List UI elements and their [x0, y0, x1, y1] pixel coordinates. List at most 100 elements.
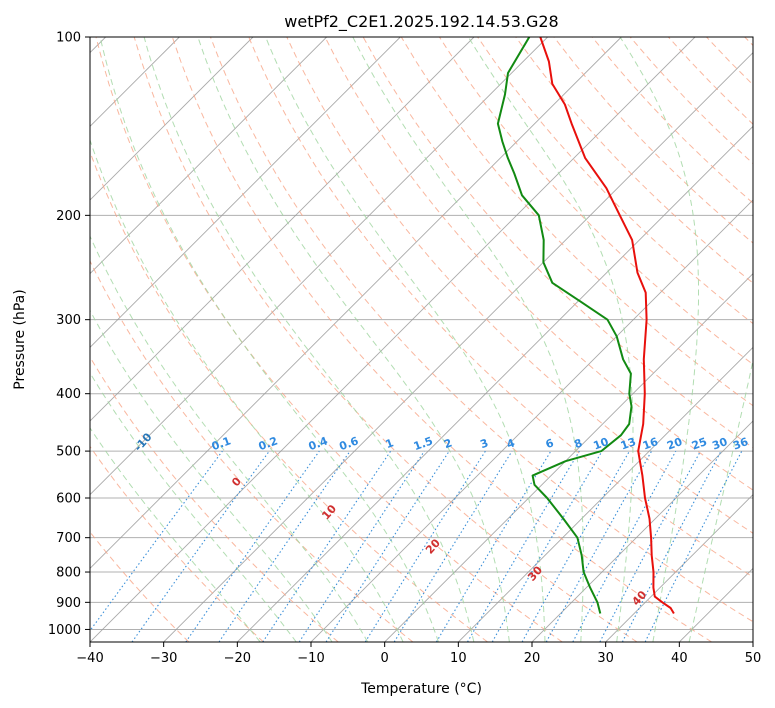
x-tick-label: 0 [381, 651, 389, 666]
dry-adiabat-line [90, 356, 339, 642]
moist-adiabat-line [99, 37, 439, 642]
y-tick-label: 800 [56, 566, 81, 581]
temperature-profile-line [539, 37, 675, 615]
isotherm-line [752, 641, 753, 642]
dry-adiabat-label: 10 [319, 502, 339, 522]
mixing-ratio-label: 1 [384, 436, 396, 451]
y-tick-label: 1000 [48, 623, 81, 638]
isotherm-line [90, 37, 327, 275]
isotherm-line [679, 567, 753, 642]
mixing-ratio-label: 1.5 [412, 434, 435, 453]
mixing-ratio-line [185, 450, 320, 642]
mixing-ratio-line [325, 450, 450, 642]
moist-adiabat-line [90, 235, 369, 642]
y-tick-label: 200 [56, 209, 81, 224]
dry-adiabat-line [553, 37, 753, 244]
mixing-ratio-label: 13 [619, 435, 638, 452]
mixing-ratio-line [131, 450, 270, 642]
moist-adiabat-line [352, 37, 584, 642]
dry-adiabat-label: 30 [525, 563, 545, 583]
dry-adiabat-line [210, 37, 753, 623]
x-tick-label: 40 [671, 651, 688, 666]
isotherm-line [384, 273, 753, 642]
mixing-ratio-label: 30 [710, 435, 729, 453]
mixing-ratio-line [572, 450, 677, 642]
plot-frame [89, 36, 754, 643]
dry-adiabat-line [706, 37, 753, 86]
x-tick-label: 10 [450, 651, 467, 666]
dry-adiabat-line [324, 37, 753, 491]
mixing-ratio-line [298, 450, 425, 642]
isotherm-line [458, 346, 753, 642]
mixing-ratio-line [599, 450, 701, 642]
y-tick-label: 300 [56, 313, 81, 328]
x-tick-label: 50 [745, 651, 762, 666]
dry-adiabat-line [286, 37, 753, 534]
x-tick-label: 30 [597, 651, 614, 666]
mixing-ratio-line [644, 450, 743, 642]
isotherm-line [163, 52, 753, 642]
isotherm-line [605, 494, 753, 642]
moist-adiabat-line [467, 37, 634, 642]
mixing-ratio-label: 3 [478, 436, 490, 451]
x-tick-label: −20 [224, 651, 251, 666]
x-axis-title: Temperature (°C) [360, 681, 482, 697]
dewpoint-profile-line [496, 37, 633, 614]
y-tick-label: 500 [56, 445, 81, 460]
dry-adiabat-line [95, 37, 563, 642]
isotherm-line [90, 37, 696, 642]
moist-adiabat-line [265, 37, 546, 642]
mixing-ratio-label: 0.2 [257, 434, 280, 453]
y-tick-label: 700 [56, 531, 81, 546]
moist-adiabat-line [90, 138, 404, 642]
axis-ticks: −40 −30 −20 −10 0 10 20 30 40 5010020030040050060… [48, 31, 761, 667]
moist-adiabat-line [143, 37, 475, 642]
dry-adiabat-line [90, 150, 488, 642]
chart-title: wetPf2_C2E1.2025.192.14.53.G28 [284, 12, 558, 32]
dry-adiabat-line [171, 37, 712, 642]
mixing-ratio-label: 6 [544, 436, 556, 451]
dry-adiabat-label: 0 [229, 474, 244, 489]
moist-adiabat-line [688, 358, 753, 642]
profile-lines [496, 37, 675, 615]
isotherm-line [90, 37, 254, 201]
dry-adiabat-line [90, 259, 414, 642]
moist-adiabat-line [197, 37, 510, 642]
mixing-ratio-label: 16 [641, 435, 660, 453]
mixing-ratio-line [218, 450, 351, 642]
mixing-ratio-label: 2 [442, 436, 454, 451]
x-tick-label: −10 [297, 651, 324, 666]
mixing-ratio-label: 10 [592, 435, 611, 453]
isotherm-line [237, 125, 753, 642]
x-tick-label: −40 [76, 651, 103, 666]
dry-adiabat-line [133, 37, 638, 642]
dry-adiabat-label: 40 [629, 588, 649, 608]
mixing-ratio-line [262, 450, 392, 642]
moist-adiabat-line [90, 427, 261, 642]
y-axis-title: Pressure (hPa) [12, 289, 28, 389]
moist-adiabat-line [90, 371, 297, 642]
mixing-ratio-label: 8 [572, 436, 584, 451]
isotherm-line [531, 420, 753, 642]
dry-adiabat-line [515, 37, 753, 284]
dry-adiabat-line [668, 37, 753, 125]
isotherm-line [310, 199, 753, 642]
mixing-ratio-line [521, 450, 630, 642]
mixing-ratio-line [393, 450, 513, 642]
mixing-ratio-label: 4 [505, 436, 517, 451]
y-tick-label: 600 [56, 492, 81, 507]
y-tick-label: 400 [56, 387, 81, 402]
mixing-ratio-label: 25 [690, 435, 709, 452]
moist-adiabat-line [619, 37, 699, 642]
x-tick-label: 20 [524, 651, 541, 666]
dry-adiabat-line [744, 37, 753, 47]
mixing-ratio-line [90, 450, 223, 632]
dry-adiabat-line [90, 445, 264, 642]
moist-adiabat-line [90, 309, 333, 642]
mixing-ratio-label: 36 [731, 435, 750, 453]
isotherm-line [90, 37, 622, 569]
mixing-ratio-label: 20 [665, 435, 684, 453]
dry-adiabat-line [248, 37, 753, 578]
mixing-ratio-line [545, 450, 653, 642]
